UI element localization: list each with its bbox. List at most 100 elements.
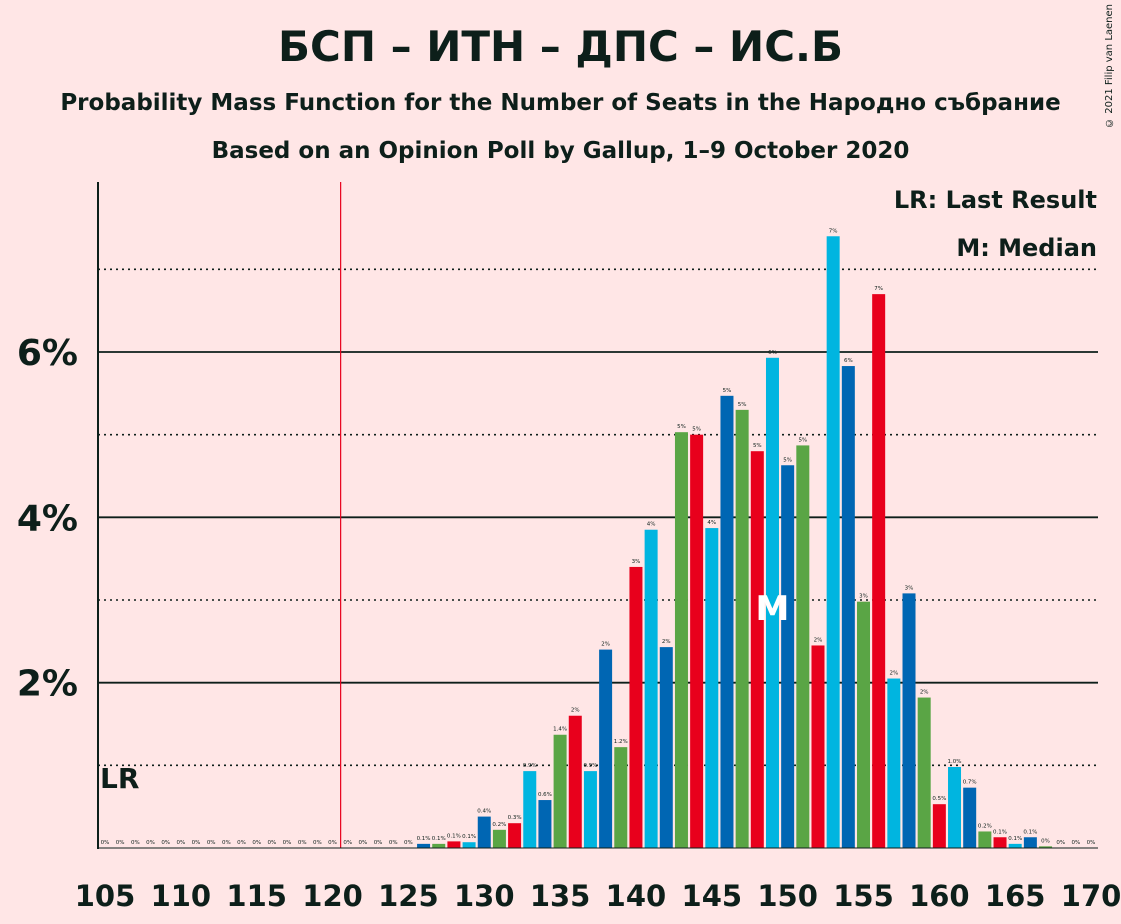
bar-value-label: 2%: [571, 708, 580, 714]
x-tick-label: 165: [985, 879, 1046, 913]
bar-value-label: 0%: [374, 840, 383, 846]
bar-value-label: 0.1%: [417, 836, 431, 842]
x-tick-label: 110: [151, 879, 212, 913]
bar-seat-158: [902, 593, 916, 848]
bar-value-label: 0.1%: [1008, 836, 1022, 842]
bar-seat-165: [1008, 843, 1022, 848]
chart-title: БСП – ИТН – ДПС – ИС.Б: [278, 22, 843, 71]
bar-value-label: 5%: [677, 424, 686, 430]
bar-value-label: 0%: [1087, 840, 1096, 846]
bar-value-label: 0.1%: [432, 836, 446, 842]
bar-value-label: 0.5%: [932, 796, 946, 802]
bars: 0% 0% 0% 0% 0% 0% 0% 0% 0% 0% 0% 0% 0% 0% 0% 0% 0% 0% 0% 0%…: [101, 228, 1096, 849]
bar-value-label: 0.1%: [1023, 829, 1037, 835]
bar-seat-127: [432, 843, 446, 848]
bar-value-label: 0%: [268, 840, 277, 846]
bar-seat-163: [978, 831, 992, 848]
bar-seat-136: [568, 715, 582, 848]
bar-seat-126: [417, 843, 431, 848]
bar-value-label: 2%: [662, 639, 671, 645]
bar-value-label: 0%: [222, 840, 231, 846]
x-tick-label: 115: [226, 879, 287, 913]
bar-value-label: 0%: [101, 840, 110, 846]
bar-seat-129: [462, 842, 476, 848]
bar-seat-157: [887, 678, 901, 848]
bar-seat-152: [811, 645, 825, 848]
legend-median: M: Median: [956, 234, 1097, 262]
bar-seat-133: [523, 771, 537, 848]
bar-value-label: 2%: [601, 642, 610, 648]
bar-value-label: 0%: [1041, 838, 1050, 844]
bar-value-label: 0.1%: [993, 829, 1007, 835]
bar-seat-167: [1039, 846, 1053, 848]
bar-seat-131: [492, 829, 506, 848]
bar-seat-143: [674, 432, 688, 848]
bar-seat-142: [659, 647, 673, 848]
y-tick-label: 2%: [17, 664, 78, 705]
bar-seat-138: [599, 649, 613, 848]
bar-value-label: 0.3%: [508, 815, 522, 821]
bar-value-label: 0.2%: [492, 822, 506, 828]
bar-value-label: 0.6%: [538, 792, 552, 798]
last-result-marker: LR: [100, 762, 139, 795]
bar-seat-134: [538, 800, 552, 848]
bar-seat-161: [948, 766, 962, 848]
bar-seat-130: [477, 816, 491, 848]
x-tick-label: 155: [833, 879, 894, 913]
bar-value-label: 4%: [707, 520, 716, 526]
axes: 2% 4% 6% LR 105 110 115 120 125 130 135 140 145 150 15…: [17, 182, 1121, 913]
chart-source-line: Based on an Opinion Poll by Gallup, 1–9 …: [211, 138, 910, 164]
bar-value-label: 4%: [647, 522, 656, 528]
bar-value-label: 0.1%: [462, 834, 476, 840]
bar-value-label: 0%: [389, 840, 398, 846]
median-marker: M: [756, 589, 790, 629]
gridlines: [98, 182, 1098, 848]
bar-value-label: 2%: [920, 690, 929, 696]
x-tick-label: 145: [682, 879, 743, 913]
bar-seat-139: [614, 747, 628, 848]
bar-value-label: 6%: [844, 358, 853, 364]
bar-value-label: 5%: [798, 437, 807, 443]
bar-value-label: 0.9%: [583, 763, 597, 769]
bar-value-label: 0%: [146, 840, 155, 846]
x-tick-label: 130: [454, 879, 515, 913]
x-tick-label: 170: [1061, 879, 1121, 913]
bar-value-label: 0.1%: [447, 833, 461, 839]
bar-value-label: 0%: [176, 840, 185, 846]
bar-value-label: 5%: [753, 443, 762, 449]
bar-value-label: 0%: [1056, 840, 1065, 846]
bar-value-label: 2%: [889, 671, 898, 677]
bar-value-label: 2%: [814, 637, 823, 643]
bar-value-label: 0.4%: [477, 809, 491, 815]
bar-value-label: 0%: [192, 840, 201, 846]
bar-value-label: 0.2%: [978, 823, 992, 829]
bar-seat-140: [629, 566, 643, 848]
bar-seat-160: [932, 804, 946, 848]
x-tick-label: 120: [302, 879, 363, 913]
bar-value-label: 5%: [738, 402, 747, 408]
bar-seat-155: [857, 601, 870, 848]
bar-value-label: 0%: [207, 840, 216, 846]
bar-value-label: 0%: [1072, 840, 1081, 846]
bar-value-label: 0%: [359, 840, 368, 846]
bar-seat-128: [447, 841, 461, 848]
bar-seat-159: [917, 697, 931, 848]
bar-seat-162: [963, 787, 977, 848]
bar-seat-154: [841, 366, 855, 848]
bar-value-label: 3%: [632, 559, 641, 565]
y-tick-label: 4%: [17, 498, 78, 539]
x-tick-label: 135: [530, 879, 591, 913]
bar-value-label: 0%: [404, 840, 413, 846]
bar-seat-148: [750, 451, 764, 848]
bar-value-label: 0%: [237, 840, 246, 846]
bar-seat-151: [796, 445, 810, 848]
bar-seat-156: [872, 294, 886, 849]
x-tick-label: 105: [75, 879, 136, 913]
bar-value-label: 1.0%: [948, 759, 962, 765]
bar-value-label: 5%: [723, 388, 732, 394]
legend-last-result: LR: Last Result: [893, 186, 1097, 214]
bar-seat-141: [644, 529, 658, 848]
bar-value-label: 0%: [252, 840, 261, 846]
bar-seat-153: [826, 236, 840, 848]
